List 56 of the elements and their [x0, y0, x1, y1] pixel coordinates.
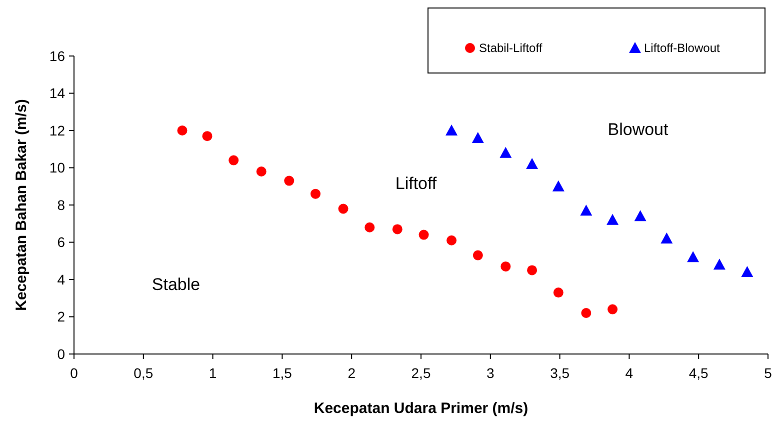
point — [606, 214, 619, 225]
point — [741, 266, 754, 278]
point — [446, 124, 458, 136]
x-tick-label: 3,5 — [550, 365, 570, 381]
point — [527, 265, 538, 276]
point — [472, 132, 484, 143]
point — [580, 204, 592, 216]
point — [500, 146, 512, 158]
point — [526, 158, 538, 170]
point — [177, 126, 188, 136]
annotation: Stable — [152, 274, 200, 294]
x-tick-label: 3 — [486, 365, 494, 381]
annotation: Liftoff — [395, 174, 437, 193]
x-axis-title: Kecepatan Udara Primer (m/s) — [314, 400, 528, 417]
point — [228, 155, 239, 166]
point — [500, 261, 511, 272]
y-tick-label: 2 — [57, 308, 66, 325]
y-tick-label: 0 — [57, 346, 66, 362]
point — [284, 176, 294, 186]
x-tick-label: 2,5 — [411, 365, 431, 381]
y-tick-label: 12 — [49, 122, 66, 138]
y-tick-label: 6 — [57, 234, 66, 250]
point — [660, 232, 673, 244]
point — [553, 288, 564, 298]
point — [634, 210, 646, 222]
y-tick-label: 16 — [49, 48, 66, 64]
legend-label: Liftoff-Blowout — [644, 41, 720, 56]
point — [446, 235, 457, 246]
annotation: Blowout — [608, 120, 669, 139]
y-tick-label: 4 — [57, 271, 66, 288]
x-tick-label: 5 — [764, 365, 772, 381]
x-tick-label: 4,5 — [688, 365, 709, 381]
point — [364, 222, 375, 232]
y-tick-label: 10 — [49, 160, 66, 176]
point — [256, 166, 266, 176]
y-axis-title: Kecepatan Bahan Bakar (m/s) — [13, 99, 30, 311]
point — [552, 180, 564, 192]
y-tick-label: 8 — [57, 196, 66, 213]
point — [713, 258, 726, 270]
legend-label: Stabil-Liftoff — [479, 41, 543, 56]
point — [687, 251, 700, 262]
point — [202, 131, 212, 142]
point — [338, 204, 348, 214]
x-tick-label: 4 — [625, 365, 634, 381]
x-tick-label: 1,5 — [272, 365, 292, 381]
x-tick-label: 0 — [70, 365, 78, 381]
point — [392, 224, 402, 234]
x-tick-label: 0,5 — [134, 365, 154, 381]
point — [418, 230, 429, 240]
y-tick-label: 14 — [49, 85, 66, 102]
x-tick-label: 2 — [348, 365, 356, 381]
point — [310, 188, 321, 199]
point — [472, 250, 483, 260]
point — [608, 304, 618, 314]
x-tick-label: 1 — [208, 365, 217, 381]
point — [581, 308, 592, 318]
